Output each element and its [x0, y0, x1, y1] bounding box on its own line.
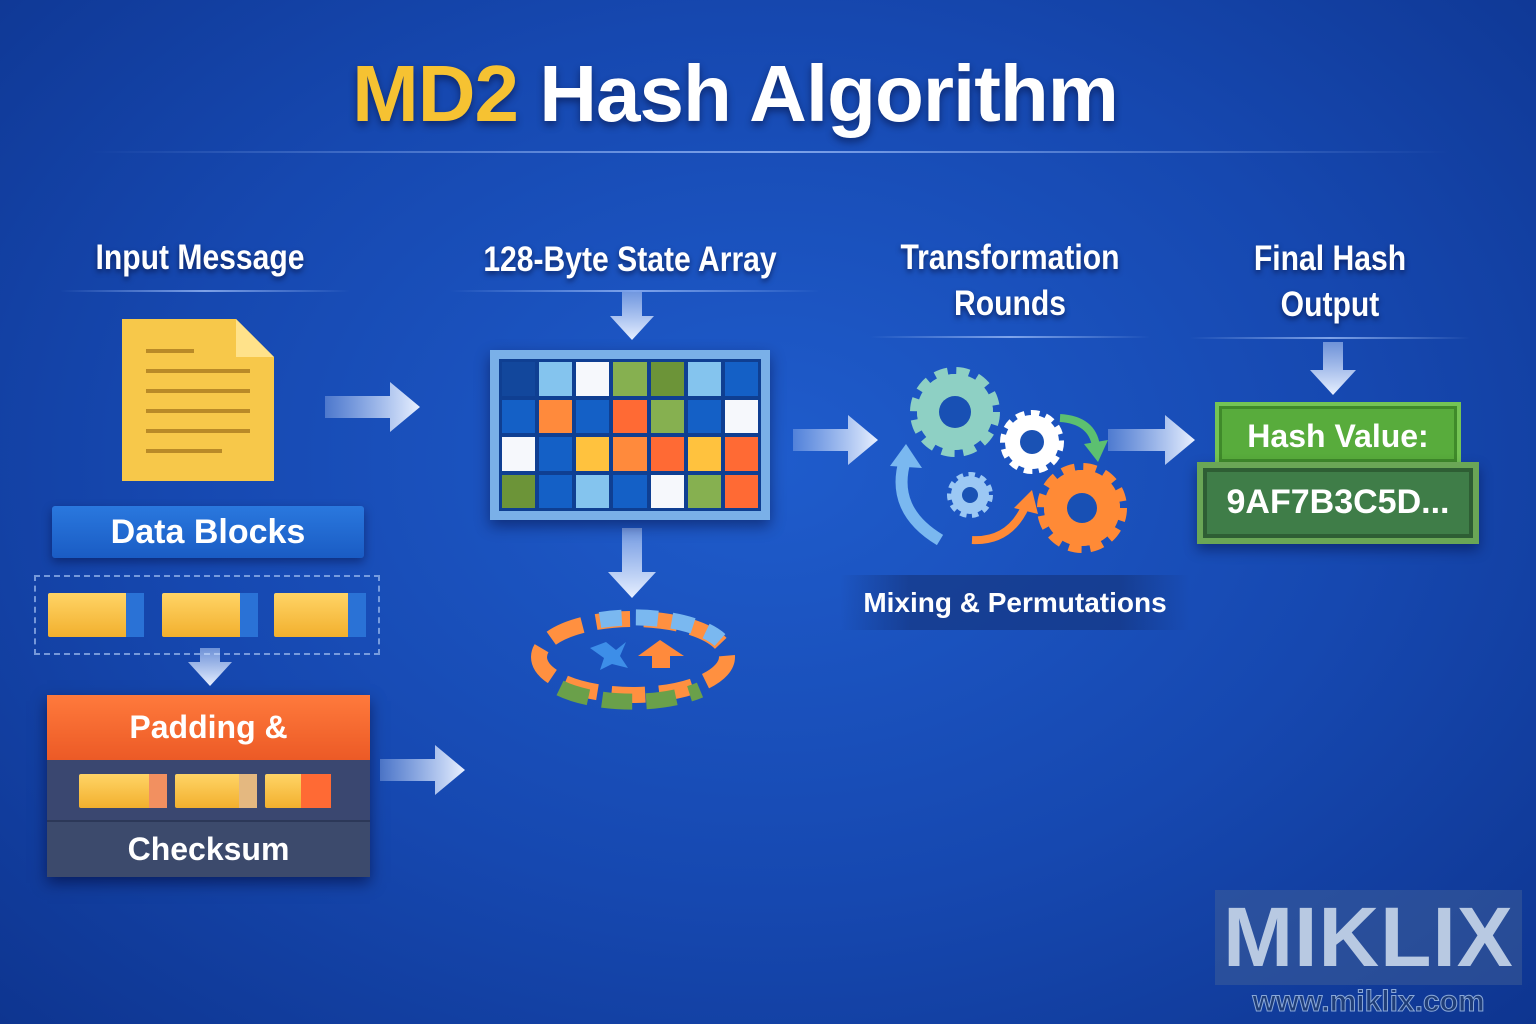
mixing-permutations-label: Mixing & Permutations	[840, 575, 1190, 630]
data-block	[48, 593, 144, 637]
heading-final-hash-output: Final Hash Output	[1253, 239, 1407, 324]
padded-block	[79, 774, 167, 808]
cross-icon	[590, 642, 628, 670]
state-cell	[539, 362, 573, 396]
state-cell	[650, 399, 684, 433]
divider	[870, 336, 1150, 338]
hash-value-output: 9AF7B3C5D...	[1197, 462, 1479, 544]
state-cell	[724, 362, 758, 396]
arrow-right-icon	[793, 415, 878, 465]
data-block	[274, 593, 366, 637]
state-cell	[650, 474, 684, 508]
state-cell	[576, 399, 610, 433]
state-cell	[576, 474, 610, 508]
state-cell	[539, 474, 573, 508]
state-cell	[613, 362, 647, 396]
state-cell	[502, 474, 536, 508]
state-cell	[687, 474, 721, 508]
state-array-grid	[490, 350, 770, 520]
data-blocks-group	[34, 575, 380, 655]
state-cell	[539, 437, 573, 471]
state-cell	[724, 474, 758, 508]
heading-input-message: Input Message	[95, 238, 305, 277]
divider	[60, 290, 350, 292]
padding-checksum-box: Padding & Checksum Checksum	[47, 695, 370, 877]
arrow-down-icon	[610, 292, 654, 340]
divider	[450, 290, 820, 292]
title-divider	[90, 151, 1450, 153]
state-cell	[539, 399, 573, 433]
cycle-ring-icon	[531, 609, 735, 710]
state-cell	[502, 362, 536, 396]
gears-icon	[890, 367, 1127, 553]
state-cell	[687, 362, 721, 396]
document-icon	[122, 319, 274, 481]
data-blocks-label: Data Blocks	[52, 506, 364, 558]
state-cell	[724, 437, 758, 471]
arrow-down-icon	[188, 648, 232, 686]
arrow-right-icon	[325, 382, 420, 432]
state-cell	[502, 399, 536, 433]
arrow-down-icon	[1310, 342, 1356, 395]
arrow-right-icon	[380, 745, 465, 795]
state-cell	[576, 437, 610, 471]
state-cell	[613, 399, 647, 433]
watermark-url: www.miklix.com	[1252, 985, 1485, 1019]
data-block	[162, 593, 258, 637]
watermark-logo: MIKLIX	[1215, 890, 1522, 985]
hash-value-label: Hash Value:	[1215, 402, 1461, 466]
state-cell	[687, 399, 721, 433]
state-cell	[650, 362, 684, 396]
page-title: MD2 Hash Algorithm	[352, 49, 1119, 138]
state-cell	[613, 437, 647, 471]
padded-block	[265, 774, 331, 808]
arrow-down-icon	[608, 528, 656, 598]
padded-blocks	[47, 760, 370, 820]
arrow-right-icon	[1108, 415, 1195, 465]
state-cell	[576, 362, 610, 396]
padded-block	[175, 774, 257, 808]
state-cell	[502, 437, 536, 471]
heading-transformation-rounds: Transformation Rounds	[900, 238, 1120, 323]
state-cell	[687, 437, 721, 471]
state-cell	[613, 474, 647, 508]
state-cell	[724, 399, 758, 433]
divider	[1190, 337, 1470, 339]
state-cell	[650, 437, 684, 471]
heading-state-array: 128-Byte State Array	[483, 240, 777, 279]
checksum-label: Checksum	[47, 820, 370, 877]
up-arrow-icon	[638, 640, 684, 668]
state-array-cells	[499, 359, 761, 511]
